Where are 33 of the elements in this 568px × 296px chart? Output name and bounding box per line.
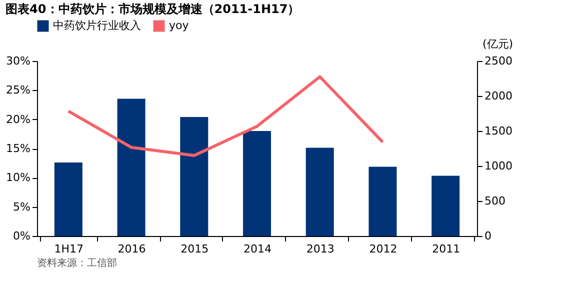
x-tick-label: 2014 [244, 242, 272, 256]
chart-title: 图表40：中药饮片：市场规模及增速（2011-1H17） [6, 2, 300, 16]
y2-tick-label: 2000 [484, 90, 512, 102]
bar [180, 117, 208, 236]
y-tick-label: 10% [6, 171, 30, 184]
bar [117, 98, 146, 236]
bar [368, 166, 397, 236]
bar [243, 131, 271, 236]
y-tick-label: 25% [6, 84, 30, 97]
bar [54, 162, 82, 236]
y-tick-label: 5% [13, 200, 30, 214]
y-tick-label: 0% [13, 230, 30, 242]
bar [306, 148, 334, 236]
x-tick-label: 1H17 [54, 242, 84, 256]
x-tick-label: 2011 [432, 242, 460, 256]
bar [432, 176, 460, 236]
x-tick-label: 2013 [306, 242, 334, 256]
y2-tick-label: 0 [484, 230, 492, 242]
y2-tick-label: 2500 [484, 54, 512, 68]
y-tick-label: 15% [6, 142, 30, 155]
y2-axis-title: (亿元) [482, 38, 514, 50]
y2-tick-label: 500 [484, 194, 506, 208]
legend-label: yoy [169, 19, 190, 32]
x-tick-label: 2015 [180, 242, 209, 256]
y-tick-label: 20% [6, 112, 30, 126]
line-series [66, 75, 384, 157]
y2-tick-label: 1000 [484, 160, 512, 172]
legend-label: 中药饮片行业收入 [53, 19, 141, 32]
x-tick-label: 2012 [369, 242, 398, 256]
y-tick-label: 30% [6, 54, 30, 68]
x-tick-label: 2016 [118, 242, 146, 256]
y2-tick-label: 1500 [484, 124, 512, 138]
text: 资料来源：工信部 [37, 257, 117, 269]
